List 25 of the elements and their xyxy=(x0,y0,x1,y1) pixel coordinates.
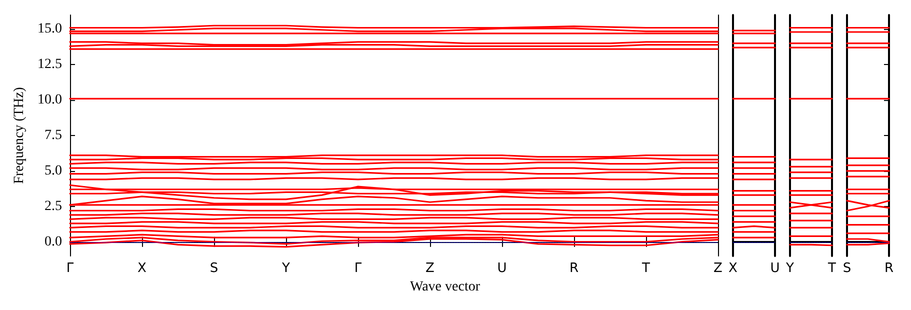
x-tick-label: R xyxy=(569,261,579,276)
x-tick-label: T xyxy=(641,261,650,276)
y-tick-label: 0.0 xyxy=(44,234,62,250)
x-tick-label: S xyxy=(210,261,218,276)
y-tick-label: 15.0 xyxy=(38,22,62,37)
x-tick-label: Z xyxy=(426,261,435,276)
y-tick-label: 2.5 xyxy=(44,198,62,214)
y-tick-label: 5.0 xyxy=(44,163,62,178)
x-axis-title: Wave vector xyxy=(410,280,480,294)
x-tick-label: Γ xyxy=(66,261,74,276)
x-tick-label: Z xyxy=(714,261,723,276)
x-tick-label: Y xyxy=(281,261,290,276)
x-tick-label: U xyxy=(497,261,507,276)
x-tick-label: U xyxy=(770,261,780,276)
x-tick-label: X xyxy=(138,261,147,276)
x-tick-label: S xyxy=(842,261,852,276)
y-axis-title: Frequency (THz) xyxy=(12,86,28,184)
x-tick-label: T xyxy=(827,261,836,276)
y-tick-label: 12.5 xyxy=(38,57,62,72)
y-tick-label: 10.0 xyxy=(38,92,62,108)
x-tick-label: X xyxy=(728,261,738,276)
x-tick-label: R xyxy=(884,261,894,276)
y-tick-label: 7.5 xyxy=(44,128,62,143)
x-tick-label: Γ xyxy=(354,261,362,276)
x-tick-label: Y xyxy=(785,261,794,276)
